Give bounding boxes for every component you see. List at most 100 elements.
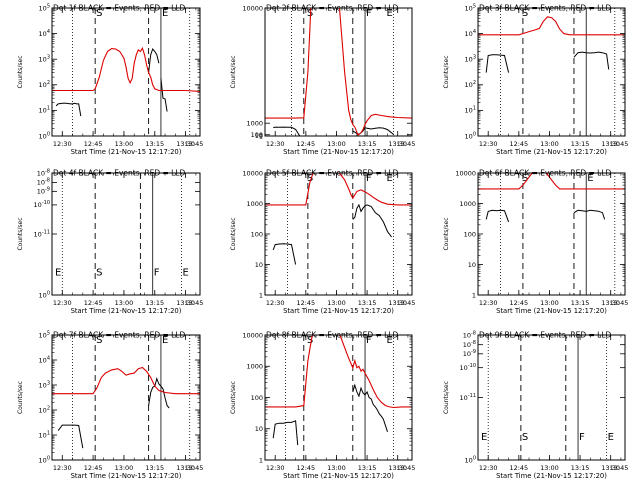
x-tick-label: 13:15 xyxy=(571,299,590,307)
x-tick-label: 13:45 xyxy=(397,464,416,472)
y-tick-label: 10 xyxy=(468,261,476,269)
y-tick-label: 102 xyxy=(465,80,476,89)
series-lld-line xyxy=(478,173,625,190)
x-tick-label: 12:30 xyxy=(53,140,72,148)
y-tick-label: 10-11 xyxy=(34,229,50,238)
x-tick-label: 13:45 xyxy=(610,299,629,307)
y-tick-label: 100 xyxy=(251,131,263,139)
x-tick-label: 13:30 xyxy=(176,140,195,148)
y-tick-label: 10000 xyxy=(242,169,263,177)
series-events-line xyxy=(55,102,82,117)
x-tick-label: 13:00 xyxy=(115,299,134,307)
series-lld-line xyxy=(52,46,200,92)
event-marker: S xyxy=(96,335,102,346)
y-tick-label: 102 xyxy=(39,405,50,414)
event-marker: E xyxy=(386,335,392,346)
x-axis-label: Start Time (21-Nov-15 12:17:20) xyxy=(71,148,182,156)
x-axis-label: Start Time (21-Nov-15 12:17:20) xyxy=(283,307,394,315)
series-lld-line xyxy=(52,366,200,395)
y-tick-label: 10000 xyxy=(242,331,263,339)
y-tick-label: 101 xyxy=(39,106,50,115)
x-tick-label: 12:45 xyxy=(509,299,528,307)
y-tick-label: 1 xyxy=(259,291,263,299)
event-marker: E xyxy=(386,173,392,184)
x-axis-label: Start Time (21-Nov-15 12:17:20) xyxy=(71,307,182,315)
event-marker: F xyxy=(366,335,372,346)
y-tick-label: 105 xyxy=(39,330,50,339)
x-tick-label: 13:30 xyxy=(388,464,407,472)
plot-frame xyxy=(51,7,201,137)
x-tick-label: 12:30 xyxy=(479,464,498,472)
x-tick-label: 12:30 xyxy=(266,140,285,148)
x-tick-label: 13:45 xyxy=(185,140,204,148)
x-tick-label: 13:00 xyxy=(327,140,346,148)
x-tick-label: 12:30 xyxy=(53,299,72,307)
x-tick-label: 12:30 xyxy=(479,299,498,307)
series-lld-line xyxy=(478,16,625,36)
x-tick-label: 13:15 xyxy=(145,464,164,472)
event-marker: E xyxy=(162,335,168,346)
y-tick-label: 103 xyxy=(39,380,50,389)
x-tick-label: 13:15 xyxy=(571,140,590,148)
series-lld-line xyxy=(265,173,412,206)
series-events-line xyxy=(573,209,606,220)
y-tick-label: 1000 xyxy=(459,200,476,208)
plot-frame xyxy=(51,334,201,461)
series-events-line xyxy=(148,376,170,409)
series-lld-line xyxy=(265,335,412,409)
y-tick-label: 100 xyxy=(464,230,476,238)
y-axis-label: Counts/sec xyxy=(230,55,237,88)
x-tick-label: 13:30 xyxy=(601,140,620,148)
x-tick-label: 13:30 xyxy=(388,299,407,307)
x-tick-label: 13:45 xyxy=(397,140,416,148)
y-tick-label: 1 xyxy=(472,291,476,299)
series-events-line xyxy=(485,209,510,223)
event-marker: S xyxy=(307,173,313,184)
y-axis-label: Counts/sec xyxy=(443,55,450,88)
plot-frame xyxy=(477,7,626,137)
y-axis-label: Counts/sec xyxy=(443,217,450,250)
x-tick-label: 13:15 xyxy=(145,140,164,148)
x-tick-label: 13:15 xyxy=(358,140,377,148)
series-events-line xyxy=(352,203,392,238)
plot-frame xyxy=(264,334,413,461)
x-tick-label: 13:00 xyxy=(327,464,346,472)
event-marker: E xyxy=(162,8,168,19)
y-axis-label: Counts/sec xyxy=(443,381,450,414)
y-tick-label: 104 xyxy=(465,29,476,38)
x-tick-label: 13:00 xyxy=(540,464,559,472)
event-marker: E xyxy=(481,432,487,443)
y-tick-label: 102 xyxy=(39,80,50,89)
x-tick-label: 13:30 xyxy=(176,464,195,472)
x-tick-label: 13:45 xyxy=(185,464,204,472)
x-tick-label: 13:00 xyxy=(540,299,559,307)
x-tick-label: 13:45 xyxy=(397,299,416,307)
x-tick-label: 12:30 xyxy=(266,464,285,472)
series-events-line xyxy=(148,48,160,73)
chart-panel: Det 3f BLACK = Events, RED = LLDS1001011… xyxy=(443,3,628,156)
event-marker: S xyxy=(96,267,102,278)
x-tick-label: 13:00 xyxy=(327,299,346,307)
x-tick-label: 13:30 xyxy=(601,299,620,307)
y-tick-label: 104 xyxy=(39,355,50,364)
y-tick-label: 1000 xyxy=(246,120,263,128)
y-tick-label: 1 xyxy=(259,132,263,140)
y-axis-label: Counts/sec xyxy=(17,55,24,88)
y-tick-label: 10 xyxy=(255,425,263,433)
y-tick-label: 100 xyxy=(39,131,50,140)
event-marker: S xyxy=(96,8,102,19)
x-axis-label: Start Time (21-Nov-15 12:17:20) xyxy=(71,472,182,480)
x-tick-label: 13:15 xyxy=(145,299,164,307)
y-tick-label: 10-8 xyxy=(463,340,476,349)
x-axis-label: Start Time (21-Nov-15 12:17:20) xyxy=(283,472,394,480)
x-tick-label: 13:00 xyxy=(115,464,134,472)
event-marker: S xyxy=(522,8,528,19)
event-marker: E xyxy=(587,173,593,184)
event-marker: F xyxy=(154,267,160,278)
